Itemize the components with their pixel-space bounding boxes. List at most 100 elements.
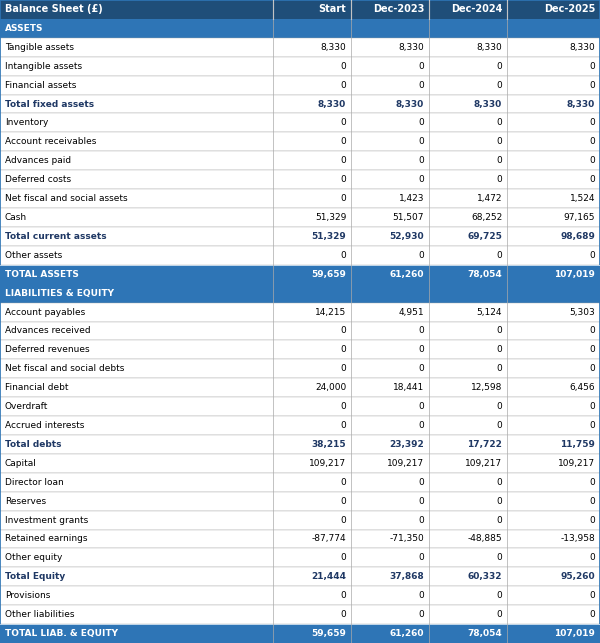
Text: 1,423: 1,423: [398, 194, 424, 203]
Text: Capital: Capital: [5, 459, 37, 468]
Text: 17,722: 17,722: [467, 440, 502, 449]
Text: Other equity: Other equity: [5, 554, 62, 563]
Text: 0: 0: [589, 175, 595, 184]
Text: 23,392: 23,392: [389, 440, 424, 449]
Text: 78,054: 78,054: [467, 629, 502, 638]
Text: 51,507: 51,507: [392, 213, 424, 222]
Text: 0: 0: [589, 516, 595, 525]
Bar: [0, 19, 600, 38]
Text: 0: 0: [496, 516, 502, 525]
Bar: [0, 132, 600, 151]
Text: 6,456: 6,456: [569, 383, 595, 392]
Text: 0: 0: [589, 478, 595, 487]
Bar: [0, 208, 600, 227]
Bar: [0, 378, 600, 397]
Text: 0: 0: [340, 327, 346, 336]
Text: 0: 0: [589, 554, 595, 563]
Text: Provisions: Provisions: [5, 591, 50, 600]
Text: 95,260: 95,260: [560, 572, 595, 581]
Text: 68,252: 68,252: [471, 213, 502, 222]
Text: 0: 0: [340, 421, 346, 430]
Text: 0: 0: [418, 345, 424, 354]
Text: 8,330: 8,330: [567, 100, 595, 109]
Text: 0: 0: [340, 402, 346, 411]
Text: 0: 0: [418, 610, 424, 619]
Bar: [0, 340, 600, 359]
Text: 0: 0: [418, 175, 424, 184]
Text: 109,217: 109,217: [465, 459, 502, 468]
Text: 38,215: 38,215: [311, 440, 346, 449]
Text: 0: 0: [589, 156, 595, 165]
Text: 0: 0: [496, 80, 502, 89]
Text: 0: 0: [589, 62, 595, 71]
Text: 18,441: 18,441: [393, 383, 424, 392]
Text: 8,330: 8,330: [398, 43, 424, 52]
Text: Net fiscal and social debts: Net fiscal and social debts: [5, 365, 124, 374]
Bar: [0, 397, 600, 416]
Bar: [0, 605, 600, 624]
Text: Accrued interests: Accrued interests: [5, 421, 84, 430]
Text: 98,689: 98,689: [560, 232, 595, 241]
Text: 8,330: 8,330: [318, 100, 346, 109]
Text: 8,330: 8,330: [474, 100, 502, 109]
Text: Reserves: Reserves: [5, 496, 46, 505]
Text: 0: 0: [340, 156, 346, 165]
Text: 0: 0: [418, 365, 424, 374]
Text: 0: 0: [496, 175, 502, 184]
Text: 0: 0: [340, 610, 346, 619]
Text: Total debts: Total debts: [5, 440, 61, 449]
Text: 0: 0: [589, 421, 595, 430]
Text: 0: 0: [496, 365, 502, 374]
Text: Total fixed assets: Total fixed assets: [5, 100, 94, 109]
Bar: [0, 95, 600, 113]
Text: 0: 0: [589, 118, 595, 127]
Bar: [0, 246, 600, 265]
Text: 0: 0: [496, 402, 502, 411]
Text: 0: 0: [496, 62, 502, 71]
Text: 0: 0: [418, 591, 424, 600]
Text: 0: 0: [418, 80, 424, 89]
Text: 0: 0: [589, 327, 595, 336]
Text: 0: 0: [340, 62, 346, 71]
Text: 0: 0: [418, 327, 424, 336]
Text: 0: 0: [340, 554, 346, 563]
Text: 0: 0: [496, 478, 502, 487]
Text: ASSETS: ASSETS: [5, 24, 43, 33]
Text: 0: 0: [340, 251, 346, 260]
Bar: [0, 624, 600, 643]
Text: 59,659: 59,659: [311, 629, 346, 638]
Text: 52,930: 52,930: [389, 232, 424, 241]
Text: 0: 0: [496, 610, 502, 619]
Bar: [0, 586, 600, 605]
Bar: [0, 0, 600, 19]
Text: 0: 0: [589, 251, 595, 260]
Bar: [0, 435, 600, 454]
Text: 0: 0: [340, 194, 346, 203]
Text: 1,524: 1,524: [570, 194, 595, 203]
Bar: [0, 284, 600, 303]
Text: 0: 0: [589, 138, 595, 147]
Text: LIABILITIES & EQUITY: LIABILITIES & EQUITY: [5, 289, 114, 298]
Text: 109,217: 109,217: [387, 459, 424, 468]
Text: Other liabilities: Other liabilities: [5, 610, 74, 619]
Text: 8,330: 8,330: [569, 43, 595, 52]
Bar: [0, 511, 600, 530]
Bar: [0, 492, 600, 511]
Text: Account payables: Account payables: [5, 307, 85, 316]
Bar: [0, 38, 600, 57]
Text: 0: 0: [496, 118, 502, 127]
Text: 0: 0: [496, 591, 502, 600]
Text: Balance Sheet (£): Balance Sheet (£): [5, 5, 103, 14]
Bar: [0, 359, 600, 378]
Text: Tangible assets: Tangible assets: [5, 43, 74, 52]
Text: 12,598: 12,598: [471, 383, 502, 392]
Text: Deferred costs: Deferred costs: [5, 175, 71, 184]
Text: 37,868: 37,868: [389, 572, 424, 581]
Bar: [0, 151, 600, 170]
Text: 0: 0: [589, 365, 595, 374]
Text: 5,303: 5,303: [569, 307, 595, 316]
Text: 8,330: 8,330: [476, 43, 502, 52]
Text: Cash: Cash: [5, 213, 27, 222]
Text: 0: 0: [496, 554, 502, 563]
Bar: [0, 416, 600, 435]
